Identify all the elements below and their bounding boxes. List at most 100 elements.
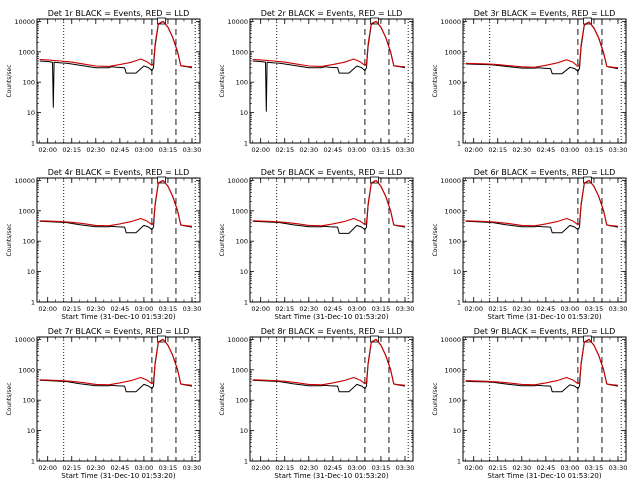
x-tick-label: 02:30 xyxy=(299,464,318,472)
chart-title: Det 5r BLACK = Events, RED = LLD xyxy=(261,168,403,177)
x-tick-label: 03:15 xyxy=(585,464,604,472)
lld-series-line xyxy=(39,20,193,68)
y-tick-label: 1 xyxy=(244,140,248,148)
y-axis-label: Counts/sec xyxy=(6,223,13,256)
x-tick-label: 02:15 xyxy=(62,146,81,154)
y-tick-label: 1 xyxy=(31,140,35,148)
x-tick-label: 02:45 xyxy=(110,146,129,154)
peak-box-marker xyxy=(583,176,592,184)
y-tick-label: 1 xyxy=(244,458,248,466)
y-tick-label: 10000 xyxy=(14,18,35,26)
plot-frame xyxy=(462,177,627,303)
y-tick-label: 1 xyxy=(31,299,35,307)
x-tick-label: 03:00 xyxy=(348,146,367,154)
x-tick-label: 03:00 xyxy=(561,146,580,154)
events-series-line xyxy=(252,20,406,112)
lld-series-line xyxy=(252,338,406,386)
chart-panel-5: Det 5r BLACK = Events, RED = LLD Counts/s… xyxy=(219,168,414,321)
x-tick-label: 02:15 xyxy=(488,146,507,154)
x-tick-label: 02:00 xyxy=(251,464,270,472)
x-tick-label: 02:45 xyxy=(536,305,555,313)
y-tick-label: 1000 xyxy=(18,48,35,56)
y-tick-label: 10 xyxy=(240,109,248,117)
events-series-line xyxy=(39,20,193,108)
y-tick-label: 10000 xyxy=(227,18,248,26)
chart-title: Det 2r BLACK = Events, RED = LLD xyxy=(261,9,403,18)
y-tick-label: 10000 xyxy=(227,177,248,185)
chart-title: Det 8r BLACK = Events, RED = LLD xyxy=(261,327,403,336)
x-tick-label: 03:15 xyxy=(585,146,604,154)
peak-box-marker xyxy=(157,335,166,343)
x-axis-label: Start Time (31-Dec-10 01:53:20) xyxy=(61,472,175,480)
y-axis-label: Counts/sec xyxy=(432,64,439,97)
y-tick-label: 1000 xyxy=(231,48,248,56)
plot-frame xyxy=(249,336,414,462)
x-tick-label: 02:45 xyxy=(110,464,129,472)
plot-frame xyxy=(36,18,201,144)
y-tick-label: 100 xyxy=(449,397,461,405)
y-axis-label: Counts/sec xyxy=(219,223,226,256)
x-tick-label: 02:30 xyxy=(512,146,531,154)
y-tick-label: 100 xyxy=(449,238,461,246)
plot-frame xyxy=(462,336,627,462)
x-axis-label: Start Time (31-Dec-10 01:53:20) xyxy=(487,472,601,480)
chart-panel-4: Det 4r BLACK = Events, RED = LLD Counts/s… xyxy=(6,168,201,321)
chart-panel-6: Det 6r BLACK = Events, RED = LLD Counts/s… xyxy=(432,168,627,321)
chart-panel-1: Det 1r BLACK = Events, RED = LLD Counts/s… xyxy=(6,9,201,154)
y-tick-label: 1 xyxy=(457,458,461,466)
x-tick-label: 03:15 xyxy=(585,305,604,313)
x-tick-label: 02:45 xyxy=(323,305,342,313)
chart-panel-8: Det 8r BLACK = Events, RED = LLD Counts/s… xyxy=(219,327,414,480)
y-tick-label: 1000 xyxy=(231,366,248,374)
y-tick-label: 1000 xyxy=(18,366,35,374)
y-tick-label: 1 xyxy=(31,458,35,466)
y-tick-label: 10000 xyxy=(440,336,461,344)
x-tick-label: 03:15 xyxy=(159,146,178,154)
y-tick-label: 10000 xyxy=(14,177,35,185)
y-tick-label: 10 xyxy=(240,427,248,435)
y-tick-label: 10 xyxy=(240,268,248,276)
y-tick-label: 1000 xyxy=(231,207,248,215)
x-tick-label: 03:30 xyxy=(396,146,415,154)
y-tick-label: 10000 xyxy=(440,18,461,26)
x-tick-label: 02:30 xyxy=(512,464,531,472)
y-tick-label: 100 xyxy=(236,79,248,87)
lld-series-line xyxy=(465,21,619,69)
x-tick-label: 02:15 xyxy=(62,464,81,472)
x-tick-label: 02:00 xyxy=(464,146,483,154)
x-tick-label: 02:30 xyxy=(86,464,105,472)
x-tick-label: 03:15 xyxy=(372,305,391,313)
peak-box-marker xyxy=(370,176,379,184)
y-tick-label: 1 xyxy=(457,299,461,307)
x-axis-label: Start Time (31-Dec-10 01:53:20) xyxy=(274,472,388,480)
x-tick-label: 03:30 xyxy=(609,146,628,154)
lld-series-line xyxy=(465,338,619,386)
x-axis-label: Start Time (31-Dec-10 01:53:20) xyxy=(487,313,601,321)
chart-panel-9: Det 9r BLACK = Events, RED = LLD Counts/s… xyxy=(432,327,627,480)
y-axis-label: Counts/sec xyxy=(219,382,226,415)
y-tick-label: 1 xyxy=(457,140,461,148)
chart-title: Det 4r BLACK = Events, RED = LLD xyxy=(48,168,190,177)
x-tick-label: 02:30 xyxy=(86,305,105,313)
x-tick-label: 02:45 xyxy=(536,464,555,472)
x-tick-label: 02:30 xyxy=(299,146,318,154)
plot-frame xyxy=(249,177,414,303)
plot-frame xyxy=(36,336,201,462)
x-tick-label: 02:00 xyxy=(251,146,270,154)
y-tick-label: 1 xyxy=(244,299,248,307)
y-tick-label: 100 xyxy=(23,79,35,87)
x-tick-label: 02:15 xyxy=(488,305,507,313)
chart-title: Det 7r BLACK = Events, RED = LLD xyxy=(48,327,190,336)
peak-box-marker xyxy=(370,335,379,343)
lld-series-line xyxy=(39,179,193,227)
y-tick-label: 10 xyxy=(453,427,461,435)
x-tick-label: 03:30 xyxy=(183,305,202,313)
x-tick-label: 03:30 xyxy=(183,146,202,154)
y-tick-label: 1000 xyxy=(444,207,461,215)
x-tick-label: 03:00 xyxy=(561,464,580,472)
x-tick-label: 02:00 xyxy=(464,305,483,313)
x-tick-label: 03:15 xyxy=(372,146,391,154)
chart-panel-3: Det 3r BLACK = Events, RED = LLD Counts/s… xyxy=(432,9,627,154)
x-tick-label: 03:00 xyxy=(135,146,154,154)
